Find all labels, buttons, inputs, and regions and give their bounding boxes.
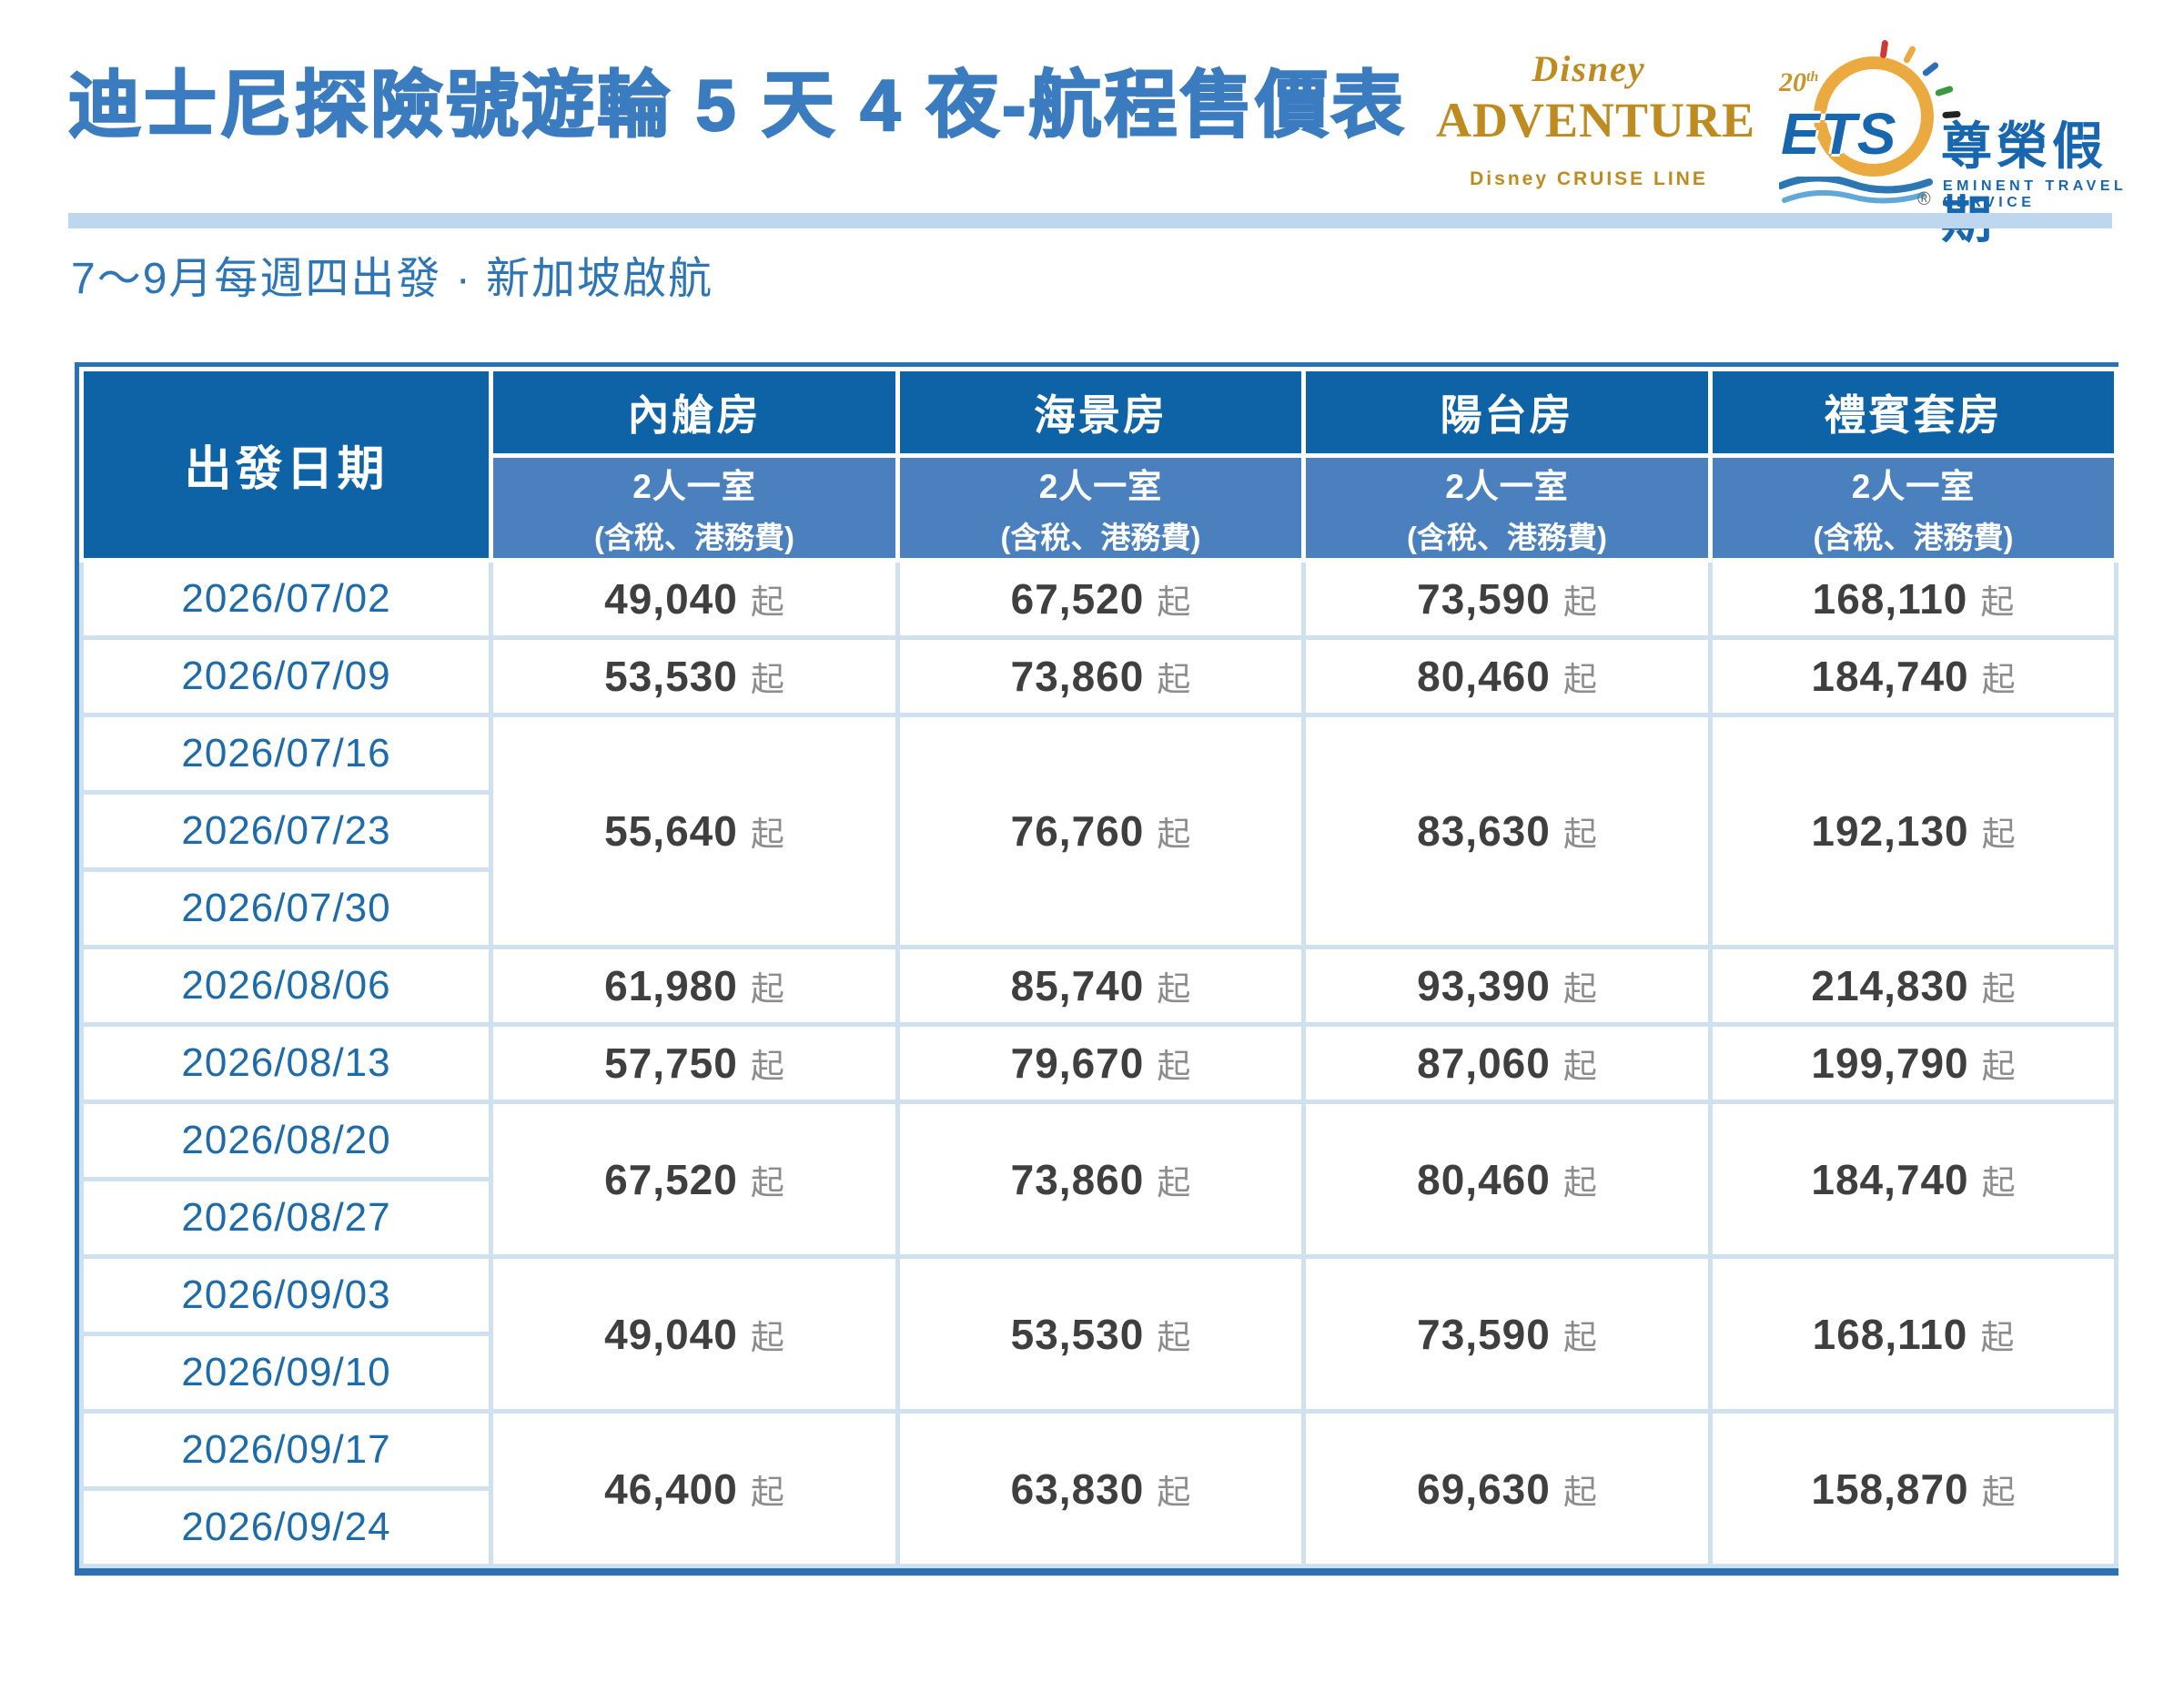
column-header-concierge-suite: 禮賓套房: [1708, 367, 2118, 458]
price-cell: 73,590 起: [1301, 1254, 1713, 1414]
table-row: 2026/09/17 46,400 起 63,830 起 69,630 起 158,8…: [79, 1409, 2118, 1568]
price-cell: 199,790 起: [1708, 1022, 2118, 1104]
table-row: 2026/07/09 53,530 起 73,860 起 80,460 起 184,7…: [79, 635, 2118, 717]
table-row: 2026/08/13 57,750 起 79,670 起 87,060 起 199,7…: [79, 1022, 2118, 1104]
table-row: 2026/09/03 49,040 起 53,530 起 73,590 起 168,1…: [79, 1254, 2118, 1414]
subheader-occupancy: 2人一室 (含稅、港務費): [1708, 453, 2118, 563]
price-cell: 87,060 起: [1301, 1022, 1713, 1104]
price-cell: 214,830 起: [1708, 945, 2118, 1027]
spark-icon: [1921, 61, 1940, 77]
ets-english-name: EMINENT TRAVEL SERVICE: [1943, 178, 2127, 210]
column-header-oceanview-cabin: 海景房: [895, 367, 1306, 458]
table-row: 2026/07/16 55,640 起 76,760 起 83,630 起 192,1…: [79, 713, 2118, 949]
spark-icon: [1879, 39, 1889, 59]
table-row: 2026/07/23: [79, 790, 2117, 872]
price-cell: 61,980 起: [489, 945, 900, 1027]
subheader-occupancy: 2人一室 (含稅、港務費): [489, 453, 900, 563]
table-row: 2026/08/06 61,980 起 85,740 起 93,390 起 214,8…: [79, 945, 2118, 1027]
price-cell: 67,520 起: [489, 1100, 900, 1259]
price-cell: 83,630 起: [1301, 713, 1713, 949]
subtitle: 7～9月每週四出發 · 新加坡啟航: [71, 255, 714, 303]
price-cell: 49,040 起: [489, 1254, 900, 1414]
price-cell: 53,530 起: [489, 635, 900, 717]
departure-date-cell: 2026/09/24: [79, 1486, 493, 1568]
price-cell: 93,390 起: [1301, 945, 1713, 1027]
column-header-inside-cabin: 內艙房: [489, 367, 900, 458]
price-cell: 184,740 起: [1708, 1100, 2118, 1259]
price-cell: 168,110 起: [1708, 558, 2118, 640]
page-title: 迪士尼探險號遊輪 5 天 4 夜-航程售價表: [67, 64, 1407, 147]
departure-date-cell: 2026/08/13: [79, 1022, 493, 1104]
price-cell: 55,640 起: [489, 713, 900, 949]
departure-date-cell: 2026/08/20: [79, 1100, 493, 1181]
price-cell: 57,750 起: [489, 1022, 900, 1104]
departure-date-cell: 2026/09/10: [79, 1332, 493, 1414]
departure-date-cell: 2026/09/17: [79, 1409, 493, 1491]
wave-icon: [1779, 177, 1933, 204]
disney-cruise-line-text: Disney CRUISE LINE: [1470, 168, 1708, 189]
ets-20th-badge: 20th: [1779, 67, 1819, 97]
price-cell: 168,110 起: [1708, 1254, 2118, 1414]
column-header-balcony-cabin: 陽台房: [1301, 367, 1713, 458]
table-row: 2026/07/30: [79, 867, 2117, 949]
column-header-departure-date: 出發日期: [79, 367, 493, 563]
subheader-occupancy: 2人一室 (含稅、港務費): [895, 453, 1306, 563]
spark-icon: [1934, 85, 1955, 97]
departure-date-cell: 2026/07/30: [79, 867, 493, 949]
departure-date-cell: 2026/07/02: [79, 558, 493, 640]
price-cell: 85,740 起: [895, 945, 1306, 1027]
ets-logo: 20th ETS ® 尊榮假期 EMINENT TRAVEL SERVICE: [1779, 39, 2138, 248]
departure-date-cell: 2026/08/27: [79, 1177, 493, 1259]
disney-adventure-logo: Disney ADVENTURE Disney CRUISE LINE: [1436, 47, 1756, 216]
table-row: 2026/08/27: [79, 1177, 2117, 1259]
disney-script-text: Disney: [1532, 48, 1646, 89]
price-cell: 184,740 起: [1708, 635, 2118, 717]
price-table: 出發日期 內艙房 海景房 陽台房 禮賓套房 2人一室 (含稅、港務費) 2人一室(…: [75, 362, 2118, 1576]
price-cell: 73,590 起: [1301, 558, 1713, 640]
table-header-row: 出發日期 內艙房 海景房 陽台房 禮賓套房: [79, 367, 2118, 563]
price-cell: 80,460 起: [1301, 635, 1713, 717]
adventure-text: ADVENTURE: [1436, 93, 1756, 147]
subheader-occupancy: 2人一室 (含稅、港務費): [1301, 453, 1713, 563]
table-row: 2026/07/02 49,040 起 67,520 起 73,590 起 168,1…: [79, 558, 2118, 640]
departure-date-cell: 2026/09/03: [79, 1254, 493, 1336]
departure-date-cell: 2026/07/23: [79, 790, 493, 872]
price-cell: 73,860 起: [895, 1100, 1306, 1259]
price-cell: 53,530 起: [895, 1254, 1306, 1414]
spark-icon: [1902, 45, 1917, 65]
table-row: 2026/08/20 67,520 起 73,860 起 80,460 起 184,7…: [79, 1100, 2118, 1259]
price-cell: 67,520 起: [895, 558, 1306, 640]
price-cell: 63,830 起: [895, 1409, 1306, 1568]
table-row: 2026/09/10: [79, 1332, 2117, 1414]
price-cell: 192,130 起: [1708, 713, 2118, 949]
price-cell: 76,760 起: [895, 713, 1306, 949]
departure-date-cell: 2026/07/09: [79, 635, 493, 717]
departure-date-cell: 2026/07/16: [79, 713, 493, 795]
table-row: 2026/09/24: [79, 1486, 2117, 1568]
table-subheader-row: 2人一室 (含稅、港務費) 2人一室 (含稅、港務費) 2人一室 (含稅、港務費) 2…: [82, 453, 2118, 563]
price-cell: 158,870 起: [1708, 1409, 2118, 1568]
ets-abbr-text: ETS: [1781, 101, 1897, 167]
departure-date-cell: 2026/08/06: [79, 945, 493, 1027]
registered-mark: ®: [1917, 189, 1931, 209]
price-cell: 46,400 起: [489, 1409, 900, 1568]
price-cell: 80,460 起: [1301, 1100, 1713, 1259]
price-cell: 69,630 起: [1301, 1409, 1713, 1568]
price-cell: 73,860 起: [895, 635, 1306, 717]
price-cell: 79,670 起: [895, 1022, 1306, 1104]
price-cell: 49,040 起: [489, 558, 900, 640]
divider-bar: [68, 213, 2112, 228]
